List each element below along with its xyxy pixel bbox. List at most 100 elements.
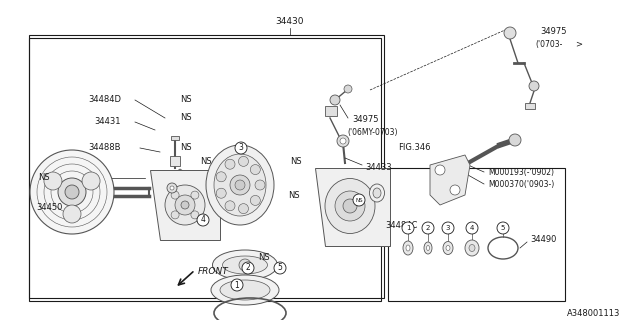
Text: 1: 1: [406, 225, 410, 231]
Text: NS: NS: [200, 157, 212, 166]
Circle shape: [216, 172, 226, 182]
Polygon shape: [430, 155, 470, 205]
Circle shape: [58, 178, 86, 206]
Text: NS: NS: [258, 253, 269, 262]
Circle shape: [235, 180, 245, 190]
Circle shape: [181, 201, 189, 209]
Circle shape: [225, 159, 235, 169]
Text: 5: 5: [501, 225, 505, 231]
Ellipse shape: [214, 154, 266, 216]
Circle shape: [191, 191, 199, 199]
Text: M000370('0903-): M000370('0903-): [488, 180, 554, 188]
Bar: [29, 35, 384, 298]
Text: 34431: 34431: [94, 117, 120, 126]
Circle shape: [239, 204, 248, 214]
Text: 34975: 34975: [352, 116, 378, 124]
Circle shape: [504, 27, 516, 39]
Text: 3: 3: [239, 143, 243, 153]
Ellipse shape: [424, 242, 432, 254]
Text: NS: NS: [180, 95, 191, 105]
Text: >: >: [575, 39, 582, 49]
Text: 34488B: 34488B: [88, 143, 120, 153]
Circle shape: [402, 222, 414, 234]
Text: FIG.346: FIG.346: [398, 143, 431, 153]
Circle shape: [235, 142, 247, 154]
Circle shape: [422, 222, 434, 234]
Ellipse shape: [406, 245, 410, 251]
Text: A348001113: A348001113: [566, 308, 620, 317]
Circle shape: [30, 150, 114, 234]
Polygon shape: [150, 170, 220, 240]
Circle shape: [450, 185, 460, 195]
Circle shape: [171, 211, 179, 219]
Bar: [171, 136, 179, 140]
Text: ('0703-: ('0703-: [535, 39, 563, 49]
Circle shape: [170, 186, 174, 190]
Bar: [325, 106, 337, 116]
Circle shape: [232, 146, 238, 152]
Circle shape: [442, 222, 454, 234]
Text: 5: 5: [278, 263, 282, 273]
Ellipse shape: [443, 242, 453, 254]
Ellipse shape: [446, 245, 450, 251]
Circle shape: [197, 214, 209, 226]
Circle shape: [239, 259, 251, 271]
Circle shape: [165, 185, 205, 225]
Ellipse shape: [206, 145, 274, 225]
Circle shape: [175, 195, 195, 215]
Circle shape: [435, 165, 445, 175]
Text: NS: NS: [180, 143, 191, 153]
Polygon shape: [172, 169, 186, 183]
Text: 4: 4: [470, 225, 474, 231]
Ellipse shape: [469, 244, 475, 252]
Circle shape: [242, 262, 254, 274]
Circle shape: [191, 211, 199, 219]
Circle shape: [255, 180, 265, 190]
Text: 34490: 34490: [530, 236, 556, 244]
Text: 2: 2: [426, 225, 430, 231]
Circle shape: [509, 134, 521, 146]
Text: 34975: 34975: [540, 28, 566, 36]
Ellipse shape: [325, 179, 375, 234]
Circle shape: [340, 138, 346, 144]
Circle shape: [330, 95, 340, 105]
Text: 2: 2: [246, 263, 250, 273]
Ellipse shape: [465, 240, 479, 256]
Text: ('06MY-0703): ('06MY-0703): [347, 127, 397, 137]
Circle shape: [250, 164, 260, 175]
Circle shape: [216, 188, 226, 198]
Text: NS: NS: [180, 114, 191, 123]
Text: M000193(-'0902): M000193(-'0902): [488, 167, 554, 177]
Bar: [525, 103, 535, 109]
Bar: [388, 168, 565, 301]
Circle shape: [231, 279, 243, 291]
Text: NS: NS: [355, 197, 363, 203]
Text: NS: NS: [38, 173, 50, 182]
Circle shape: [497, 222, 509, 234]
Circle shape: [65, 185, 79, 199]
Text: 34433: 34433: [365, 164, 392, 172]
Circle shape: [63, 205, 81, 223]
Circle shape: [239, 156, 248, 166]
Circle shape: [167, 183, 177, 193]
Text: 34484D: 34484D: [88, 95, 121, 105]
Circle shape: [337, 135, 349, 147]
Circle shape: [343, 199, 357, 213]
Text: 34430: 34430: [276, 18, 304, 27]
Circle shape: [250, 196, 260, 205]
Circle shape: [274, 262, 286, 274]
Ellipse shape: [220, 280, 270, 300]
Circle shape: [344, 85, 352, 93]
Circle shape: [529, 81, 539, 91]
Bar: [29, 38, 381, 301]
Circle shape: [225, 201, 235, 211]
Text: NS: NS: [290, 157, 301, 166]
Text: 1: 1: [235, 281, 239, 290]
Ellipse shape: [426, 245, 429, 251]
Ellipse shape: [223, 256, 268, 274]
Text: 4: 4: [200, 215, 205, 225]
Circle shape: [335, 191, 365, 221]
Circle shape: [171, 191, 179, 199]
Circle shape: [353, 194, 365, 206]
Ellipse shape: [373, 188, 381, 198]
